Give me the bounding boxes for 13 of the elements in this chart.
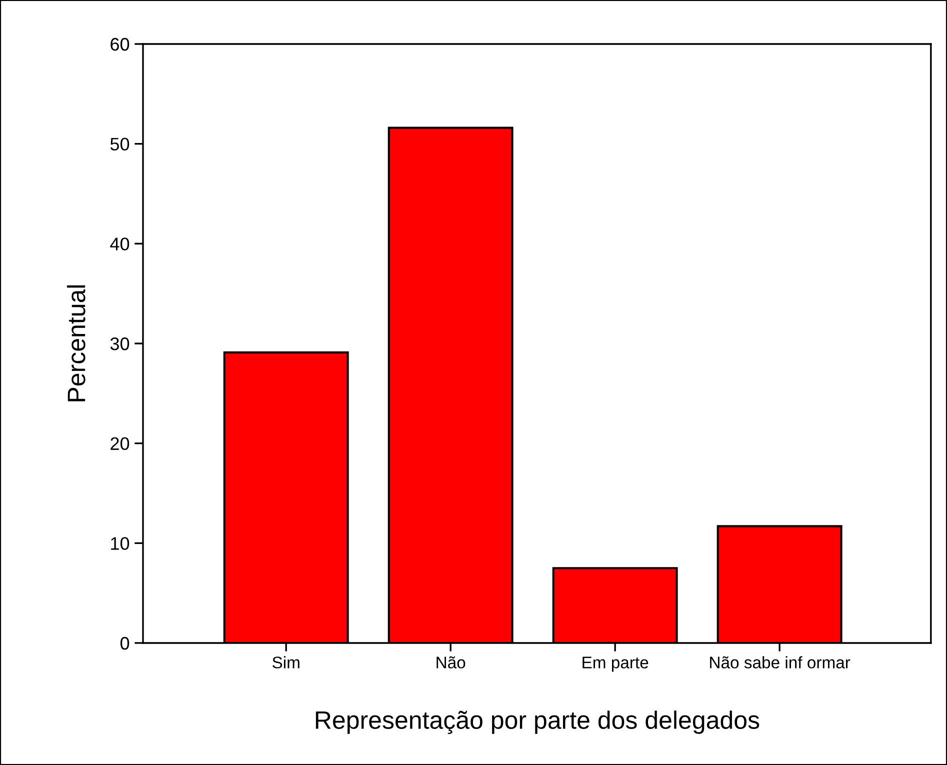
- y-tick-label: 0: [120, 636, 130, 650]
- x-tick-label: Em parte: [582, 656, 648, 672]
- y-axis-title: Percentual: [66, 285, 86, 402]
- y-tick-label: 60: [110, 38, 130, 51]
- y-tick-label: 30: [110, 337, 130, 350]
- y-tick-label: 40: [110, 238, 130, 250]
- x-tick-label: Não: [436, 656, 466, 668]
- x-tick-label: Não sabe inf ormar: [710, 656, 850, 668]
- y-tick-label: 20: [110, 437, 130, 450]
- y-tick-label: 50: [110, 138, 130, 151]
- x-axis-title: Representação por parte dos delegados: [316, 710, 760, 734]
- x-tick-label: Sim: [272, 656, 300, 668]
- y-tick-label: 10: [111, 537, 130, 550]
